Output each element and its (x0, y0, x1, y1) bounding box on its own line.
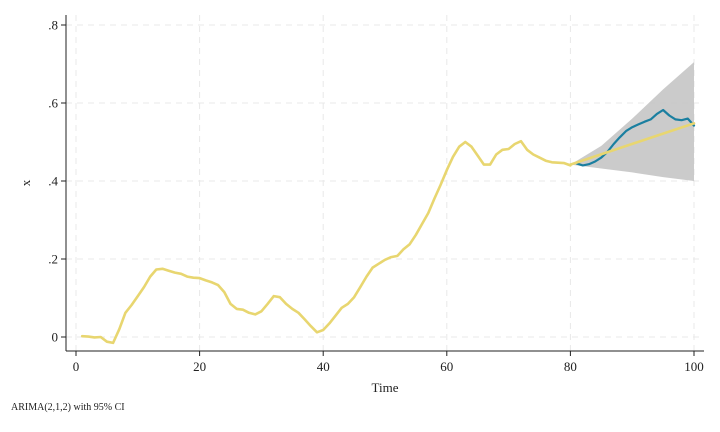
y-axis-title: x (18, 179, 33, 186)
x-tick-label: 20 (193, 359, 206, 374)
y-tick-label: .4 (48, 174, 58, 189)
x-tick-label: 80 (564, 359, 577, 374)
grid (66, 15, 704, 351)
x-tick-label: 100 (684, 359, 704, 374)
y-tick-label: .8 (48, 18, 58, 33)
y-tick-label: .2 (48, 252, 58, 267)
axes (65, 15, 704, 352)
x-tick-label: 0 (73, 359, 80, 374)
ci-band-layer (570, 62, 694, 181)
y-tick-label: .6 (48, 96, 58, 111)
y-tick-label: 0 (52, 330, 59, 345)
chart-note: ARIMA(2,1,2) with 95% CI (11, 402, 125, 413)
ci-band (570, 62, 694, 181)
forecast-series-line (569, 122, 696, 166)
x-tick-label: 60 (440, 359, 453, 374)
series-layer (80, 108, 696, 345)
fitted-series-line (80, 139, 572, 345)
actual-series-line (575, 108, 696, 167)
tick-layer: 0 .2 .4 .6 .8 0 20 40 60 80 100 (48, 18, 704, 375)
x-axis-title: Time (372, 380, 399, 395)
x-tick-label: 40 (317, 359, 330, 374)
